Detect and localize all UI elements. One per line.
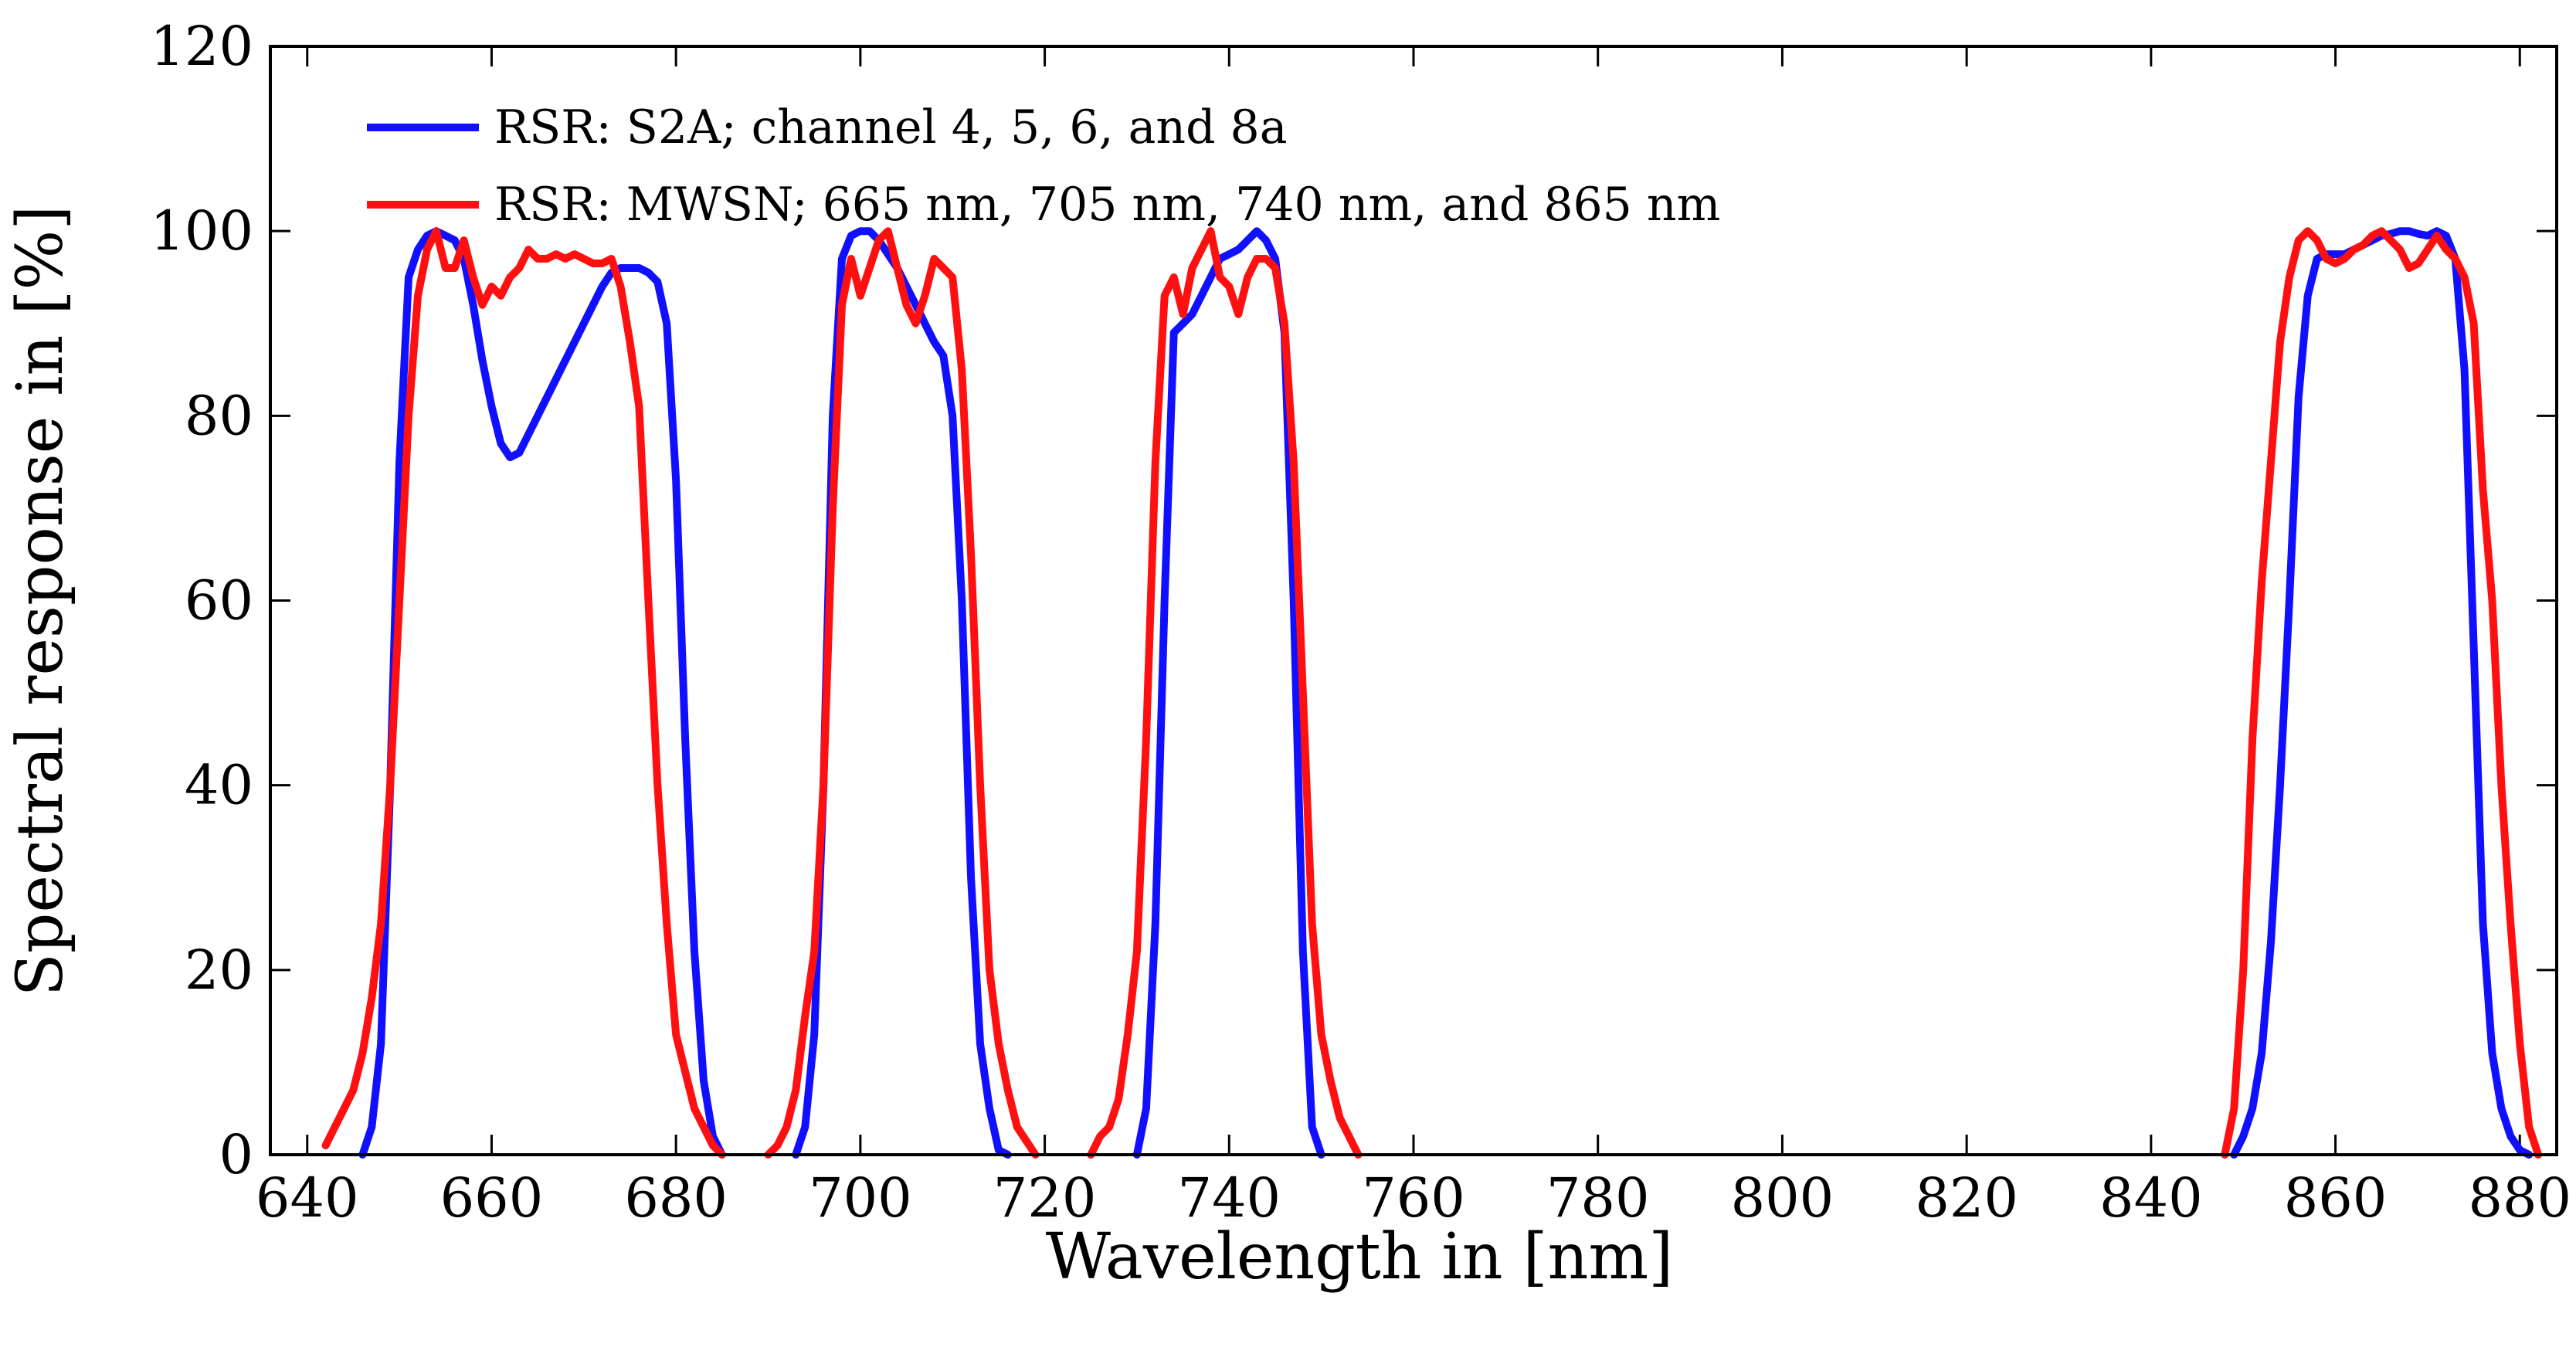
y-tick-label: 100 (150, 199, 253, 263)
series-2 (321, 227, 2543, 1159)
series-1-band-line (1132, 227, 1325, 1159)
axis-ticks (270, 45, 2557, 1156)
y-tick-label: 40 (185, 754, 253, 817)
legend-label: RSR: MWSN; 665 nm, 705 nm, 740 nm, and 8… (494, 178, 1720, 232)
series-2-band-line (321, 227, 726, 1159)
series-2-band-line (764, 227, 1040, 1159)
x-tick-label: 880 (2468, 1166, 2571, 1230)
x-tick-label: 860 (2284, 1166, 2388, 1230)
legend-label: RSR: S2A; channel 4, 5, 6, and 8a (494, 100, 1288, 154)
x-tick-label: 800 (1731, 1166, 1834, 1230)
series-layer (321, 227, 2543, 1159)
y-tick-label: 120 (150, 15, 253, 78)
x-tick-label: 680 (624, 1166, 728, 1230)
x-tick-label: 780 (1546, 1166, 1650, 1230)
plot-frame (269, 45, 2558, 1156)
y-tick-label: 0 (219, 1123, 253, 1186)
legend: RSR: S2A; channel 4, 5, 6, and 8a RSR: MW… (367, 100, 1720, 232)
x-tick-label: 840 (2099, 1166, 2203, 1230)
series-1-band-line (358, 227, 726, 1159)
x-tick-label: 740 (1177, 1166, 1281, 1230)
tick-labels: 640 660 680 700 720 740 760 780 800 820 840 860 880 0… (150, 15, 2571, 1230)
y-tick-label: 80 (185, 384, 253, 447)
series-2-band-line (1087, 227, 1363, 1159)
x-tick-label: 760 (1362, 1166, 1465, 1230)
x-tick-label: 640 (256, 1166, 359, 1230)
x-tick-label: 660 (440, 1166, 544, 1230)
y-tick-label: 60 (185, 569, 253, 633)
x-axis-label: Wavelength in [nm] (1046, 1220, 1673, 1294)
x-tick-label: 700 (809, 1166, 912, 1230)
y-axis-label: Spectral response in [%] (4, 205, 77, 997)
x-tick-label: 720 (993, 1166, 1097, 1230)
x-tick-label: 820 (1915, 1166, 2018, 1230)
series-2-band-line (2221, 227, 2543, 1159)
y-tick-label: 20 (185, 938, 253, 1002)
